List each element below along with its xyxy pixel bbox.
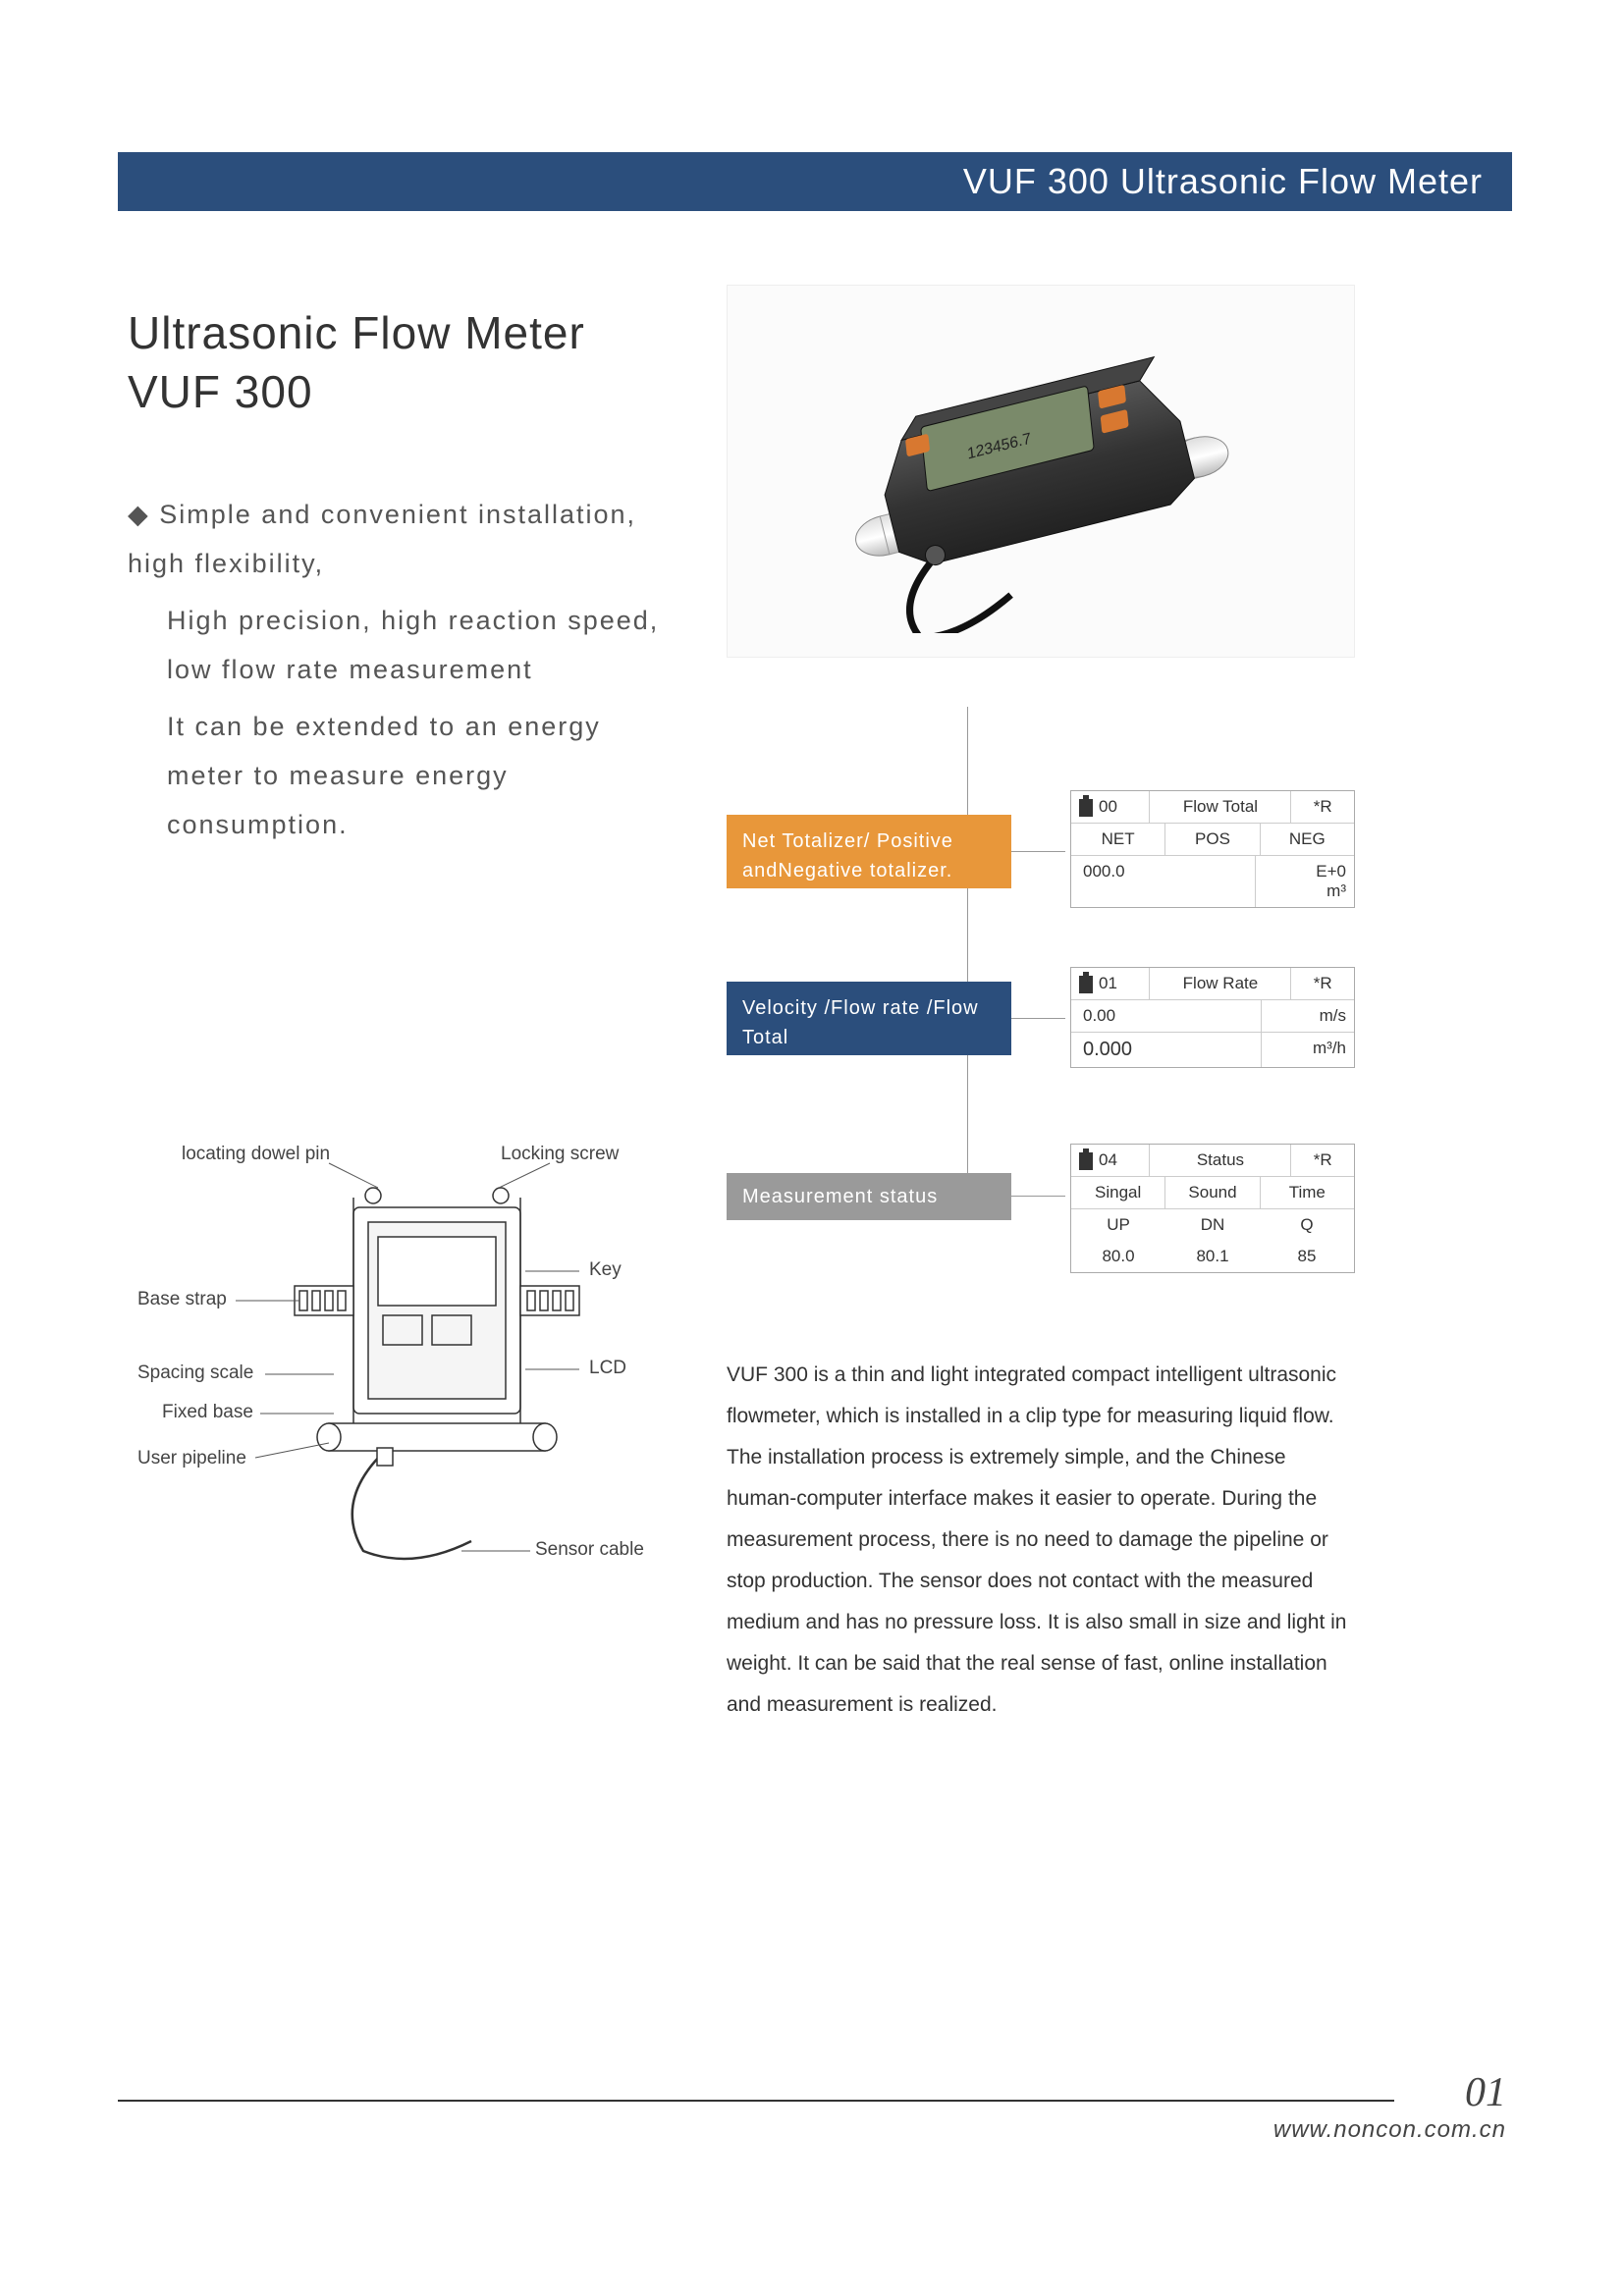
t1-h2: POS (1165, 824, 1260, 855)
table-flow-total: 00 Flow Total *R NET POS NEG 000.0 E+0 m… (1070, 790, 1355, 908)
t3-h3: Time (1261, 1177, 1354, 1208)
t2-r2u: m³/h (1262, 1033, 1354, 1067)
t2-marker: *R (1291, 968, 1354, 999)
t1-marker: *R (1291, 791, 1354, 823)
t3-v1: 80.0 (1071, 1241, 1165, 1272)
t2-code: 01 (1099, 974, 1117, 992)
component-diagram: locating dowel pin Locking screw Base st… (137, 1119, 687, 1610)
t3-v2: 80.1 (1165, 1241, 1260, 1272)
t3-s3: Q (1260, 1209, 1354, 1241)
dl-user-pipeline: User pipeline (137, 1448, 246, 1469)
footer: 01 www.noncon.com.cn (1273, 2069, 1506, 2144)
battery-icon (1079, 799, 1093, 817)
battery-icon (1079, 976, 1093, 993)
dl-locking-screw: Locking screw (501, 1144, 619, 1165)
label-status: Measurement status (727, 1173, 1011, 1220)
header-bar: VUF 300 Ultrasonic Flow Meter (118, 152, 1512, 211)
title-line1: Ultrasonic Flow Meter (128, 307, 585, 358)
t1-code: 00 (1099, 797, 1117, 816)
connector-h3 (1011, 1196, 1065, 1197)
table-flow-rate: 01 Flow Rate *R 0.00 m/s 0.000 m³/h (1070, 967, 1355, 1068)
t3-code: 04 (1099, 1150, 1117, 1169)
page-number: 01 (1273, 2069, 1506, 2116)
bullet-1: ◆ Simple and convenient installation, hi… (128, 491, 677, 589)
footer-line (118, 2100, 1394, 2102)
connector-vertical (967, 707, 968, 1188)
title-block: Ultrasonic Flow Meter VUF 300 (128, 304, 717, 422)
t3-v3: 85 (1260, 1241, 1354, 1272)
label-totalizer: Net Totalizer/ Positive andNegative tota… (727, 815, 1011, 888)
t1-v1: 000.0 (1071, 856, 1256, 907)
bullet-3: It can be extended to an energy meter to… (128, 703, 677, 850)
t3-s1: UP (1071, 1209, 1165, 1241)
product-image: 123456.7 (727, 285, 1355, 658)
t1-h1: NET (1071, 824, 1165, 855)
t1-v3: m³ (1326, 881, 1346, 900)
t2-r1u: m/s (1262, 1000, 1354, 1032)
t3-s2: DN (1165, 1209, 1260, 1241)
connector-h1 (1011, 851, 1065, 852)
bullet-2: High precision, high reaction speed, low… (128, 597, 677, 695)
footer-url: www.noncon.com.cn (1273, 2116, 1506, 2144)
dl-fixed-base: Fixed base (162, 1402, 253, 1423)
t1-h3: NEG (1261, 824, 1354, 855)
t3-h2: Sound (1165, 1177, 1260, 1208)
feature-bullets: ◆ Simple and convenient installation, hi… (128, 491, 677, 858)
t3-marker: *R (1291, 1145, 1354, 1176)
dl-key: Key (589, 1259, 622, 1281)
dl-sensor-cable: Sensor cable (535, 1539, 644, 1561)
product-render: 123456.7 (766, 309, 1316, 633)
t1-title: Flow Total (1150, 791, 1291, 823)
t3-title: Status (1150, 1145, 1291, 1176)
t3-h1: Singal (1071, 1177, 1165, 1208)
description-text: VUF 300 is a thin and light integrated c… (727, 1355, 1355, 1726)
dl-dowel-pin: locating dowel pin (182, 1144, 330, 1165)
battery-icon (1079, 1152, 1093, 1170)
t2-r2v: 0.000 (1071, 1033, 1262, 1067)
t1-v2: E+0 (1316, 862, 1346, 881)
label-flowrate: Velocity /Flow rate /Flow Total (727, 982, 1011, 1055)
header-title: VUF 300 Ultrasonic Flow Meter (963, 161, 1483, 202)
t2-title: Flow Rate (1150, 968, 1291, 999)
dl-spacing-scale: Spacing scale (137, 1362, 253, 1384)
dl-lcd: LCD (589, 1358, 626, 1379)
title-line2: VUF 300 (128, 366, 313, 417)
t2-r1v: 0.00 (1071, 1000, 1262, 1032)
table-status: 04 Status *R Singal Sound Time UP DN Q 8… (1070, 1144, 1355, 1273)
connector-h2 (1011, 1018, 1065, 1019)
dl-base-strap: Base strap (137, 1289, 227, 1310)
